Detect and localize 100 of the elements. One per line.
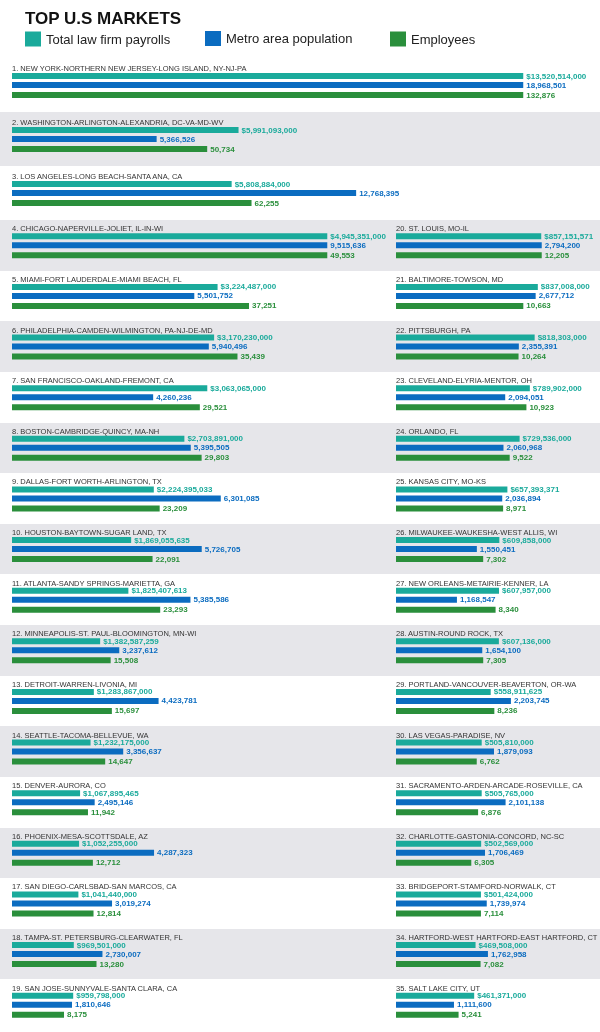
data-label: $857,151,571 [544, 231, 594, 241]
bar [12, 1011, 65, 1018]
bar [396, 758, 477, 765]
bar [12, 859, 93, 866]
data-label: $3,170,230,000 [217, 332, 274, 342]
data-label: 23,293 [163, 604, 189, 614]
data-label: 2,730,007 [105, 949, 142, 959]
data-label: $607,136,000 [501, 636, 552, 646]
bar [12, 890, 79, 897]
data-label: 2,036,894 [505, 493, 542, 503]
bar [12, 232, 328, 239]
bar [12, 789, 81, 796]
data-label: 2,495,146 [97, 797, 134, 807]
data-label: 5,241 [461, 1009, 483, 1019]
data-label: 1,111,600 [456, 1000, 493, 1010]
data-label: $1,041,440,000 [81, 889, 138, 899]
data-label: 11,942 [90, 807, 116, 817]
data-label: $5,991,093,000 [241, 125, 298, 134]
bar [396, 485, 508, 492]
data-label: 4,423,781 [161, 696, 198, 706]
bar [12, 951, 103, 958]
data-label: $461,371,000 [477, 990, 527, 1000]
data-label: 35,439 [240, 351, 266, 361]
data-label: 2,794,200 [544, 240, 581, 250]
data-label: 2,677,712 [538, 291, 575, 301]
data-label: 7,305 [486, 655, 507, 665]
data-label: 10,923 [529, 402, 555, 412]
data-label: $837,008,000 [540, 281, 591, 291]
data-label: 5,395,505 [193, 443, 230, 453]
data-label: 9,515,636 [330, 240, 367, 250]
data-label: 6,305 [474, 857, 495, 867]
data-label: $657,393,371 [510, 484, 560, 494]
data-label: 2,355,391 [521, 342, 558, 352]
data-label: $818,303,000 [537, 332, 588, 342]
data-label: 10,264 [521, 351, 547, 361]
bar [12, 960, 97, 967]
data-label: $609,858,000 [502, 535, 552, 545]
bar [396, 960, 481, 967]
data-label: 10,663 [526, 300, 552, 310]
data-label: $969,501,000 [76, 940, 127, 950]
bar [12, 637, 101, 644]
bar [396, 536, 500, 543]
bar [396, 951, 488, 958]
data-label: 8,236 [497, 705, 518, 715]
data-label: 8,971 [506, 503, 527, 513]
bar [396, 546, 477, 553]
data-label: 18,968,501 [526, 80, 567, 90]
bar [396, 384, 530, 391]
data-label: $1,067,895,465 [83, 788, 140, 798]
data-label: $502,569,000 [484, 838, 534, 848]
bar [12, 546, 202, 553]
data-label: 13,280 [99, 959, 125, 969]
bar [396, 707, 495, 714]
bar [12, 688, 94, 695]
data-label: 15,508 [113, 655, 139, 665]
data-label: 29,521 [202, 402, 228, 412]
bar [12, 302, 250, 309]
data-label: 5,501,752 [197, 291, 234, 301]
data-label: 3,237,612 [122, 645, 159, 655]
bar [12, 353, 238, 360]
data-label: 1,550,451 [479, 544, 516, 554]
data-label: $501,424,000 [483, 889, 534, 899]
data-label: 5,940,496 [211, 342, 248, 352]
data-label: $3,224,487,000 [220, 281, 277, 291]
data-label: 3,019,274 [115, 898, 152, 908]
bar [12, 707, 112, 714]
data-label: 6,876 [481, 807, 502, 817]
bar [12, 849, 155, 856]
data-label: $5,808,884,000 [234, 179, 291, 188]
data-label: 5,385,586 [193, 595, 230, 605]
data-label: 15,697 [114, 705, 140, 715]
data-label: 23,209 [162, 503, 188, 513]
bar [12, 606, 161, 613]
data-label: 14,647 [108, 756, 134, 766]
data-label: 7,114 [483, 908, 505, 918]
bar [396, 789, 482, 796]
bar [12, 758, 106, 765]
data-label: 12,768,395 [359, 188, 400, 198]
data-label: 1,168,547 [459, 595, 497, 605]
bar [12, 536, 132, 543]
data-label: $558,911,625 [493, 686, 543, 696]
data-label: 6,762 [479, 756, 501, 766]
data-label: 1,739,974 [489, 898, 526, 908]
data-label: 8,175 [67, 1009, 88, 1019]
data-label: $2,703,891,000 [187, 433, 244, 443]
bar [396, 555, 484, 562]
data-label: 2,101,138 [508, 797, 545, 807]
bar [12, 283, 218, 290]
bar [396, 1011, 459, 1018]
data-label: $2,224,395,033 [156, 484, 213, 494]
data-label: $3,063,065,000 [210, 383, 267, 393]
data-label: 1,654,100 [485, 645, 522, 655]
data-label: 12,205 [544, 250, 570, 260]
bar [396, 859, 472, 866]
data-label: 7,302 [486, 554, 507, 564]
bar [12, 485, 154, 492]
bar [396, 302, 524, 309]
bar [12, 941, 74, 948]
bar [396, 688, 491, 695]
data-label: 2,060,968 [506, 443, 543, 453]
